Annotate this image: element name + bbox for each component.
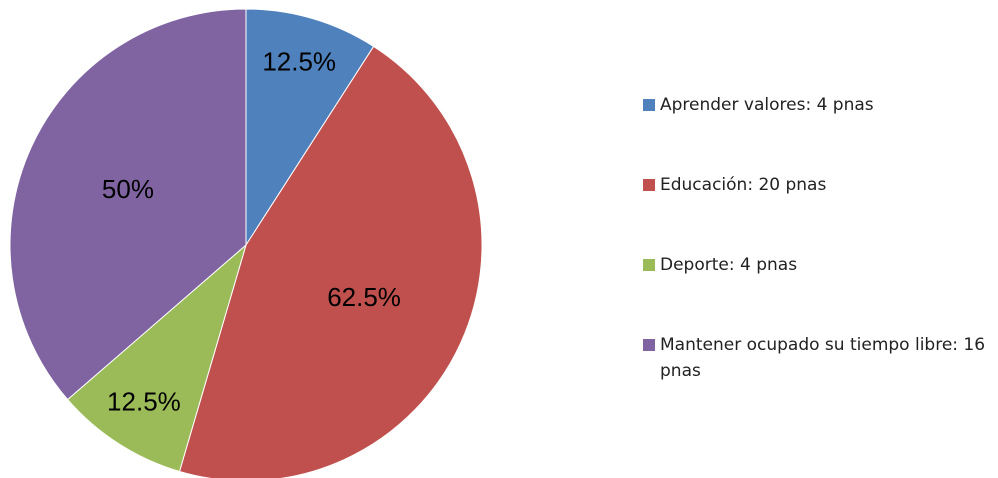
data-label: 12.5%	[107, 387, 181, 417]
legend-swatch	[643, 99, 655, 111]
legend-label: Educación: 20 pnas	[660, 175, 827, 195]
legend-swatch	[643, 259, 655, 271]
legend-item: Aprender valores: 4 pnas	[643, 92, 988, 172]
legend-swatch	[643, 179, 655, 191]
legend-label: Deporte: 4 pnas	[660, 255, 798, 275]
pie-slice	[9, 8, 247, 401]
pie-slice	[66, 243, 247, 473]
legend-item: Deporte: 4 pnas	[643, 252, 988, 332]
data-label: 12.5%	[262, 47, 336, 77]
legend-label: Mantener ocupado su tiempo libre: 16 pna…	[660, 335, 986, 381]
legend-swatch	[643, 339, 655, 351]
legend-label: Aprender valores: 4 pnas	[660, 95, 874, 115]
pie-slice	[245, 8, 375, 247]
legend-item: Mantener ocupado su tiempo libre: 16 pna…	[643, 332, 988, 412]
legend: Aprender valores: 4 pnas Educación: 20 pn…	[643, 92, 988, 412]
legend-item: Educación: 20 pnas	[643, 172, 988, 252]
pie-slice	[178, 45, 483, 478]
data-label: 50%	[102, 174, 154, 204]
data-label: 62.5%	[327, 282, 401, 312]
